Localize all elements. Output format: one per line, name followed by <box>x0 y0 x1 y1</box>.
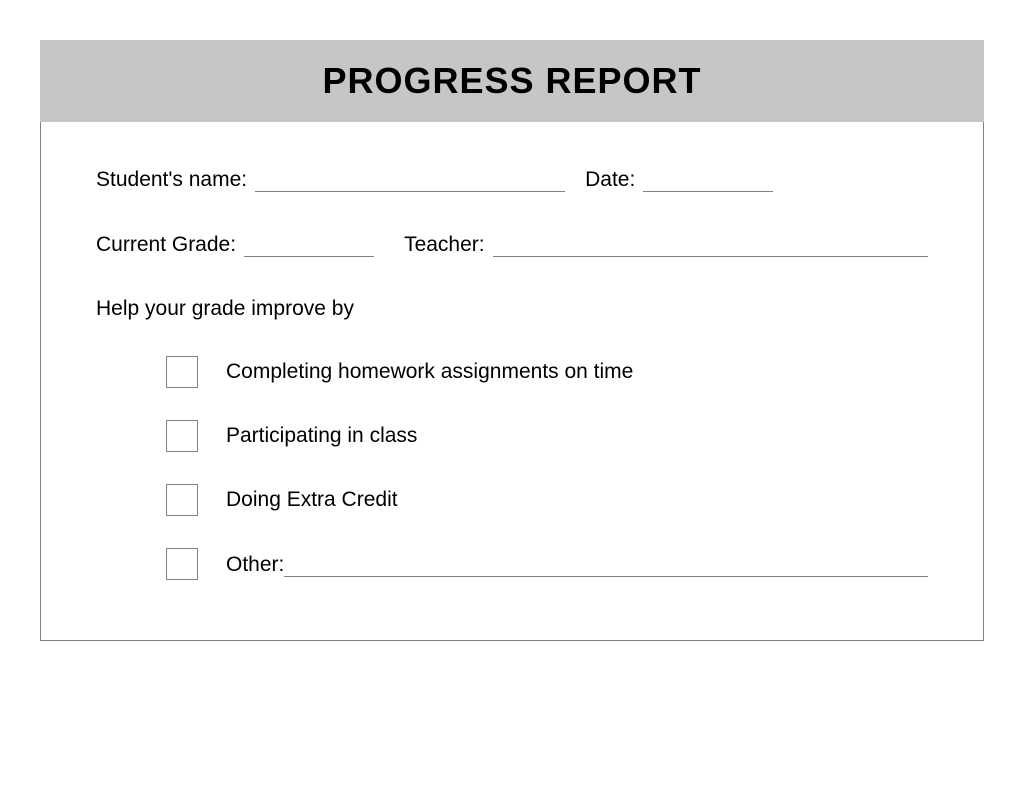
label-extra-credit: Doing Extra Credit <box>226 488 398 512</box>
checkbox-other[interactable] <box>166 548 198 580</box>
input-date[interactable] <box>643 167 773 192</box>
checkbox-row-participating: Participating in class <box>166 420 928 452</box>
row-student-date: Student's name: Date: <box>96 167 928 192</box>
label-homework: Completing homework assignments on time <box>226 360 633 384</box>
label-participating: Participating in class <box>226 424 417 448</box>
improvement-prompt: Help your grade improve by <box>96 297 928 321</box>
checkbox-participating[interactable] <box>166 420 198 452</box>
header-bar: PROGRESS REPORT <box>40 40 984 122</box>
row-grade-teacher: Current Grade: Teacher: <box>96 232 928 257</box>
label-date: Date: <box>585 168 635 192</box>
form-body: Student's name: Date: Current Grade: Tea… <box>40 122 984 641</box>
checkbox-homework[interactable] <box>166 356 198 388</box>
label-teacher: Teacher: <box>404 233 485 257</box>
input-current-grade[interactable] <box>244 232 374 257</box>
label-other: Other: <box>226 553 284 577</box>
checkbox-row-homework: Completing homework assignments on time <box>166 356 928 388</box>
input-student-name[interactable] <box>255 167 565 192</box>
checkbox-list: Completing homework assignments on time … <box>96 356 928 580</box>
input-teacher[interactable] <box>493 232 928 257</box>
label-student-name: Student's name: <box>96 168 247 192</box>
label-current-grade: Current Grade: <box>96 233 236 257</box>
input-other[interactable] <box>284 552 928 577</box>
page-title: PROGRESS REPORT <box>40 60 984 102</box>
checkbox-extra-credit[interactable] <box>166 484 198 516</box>
checkbox-row-other: Other: <box>166 548 928 580</box>
checkbox-row-extra-credit: Doing Extra Credit <box>166 484 928 516</box>
